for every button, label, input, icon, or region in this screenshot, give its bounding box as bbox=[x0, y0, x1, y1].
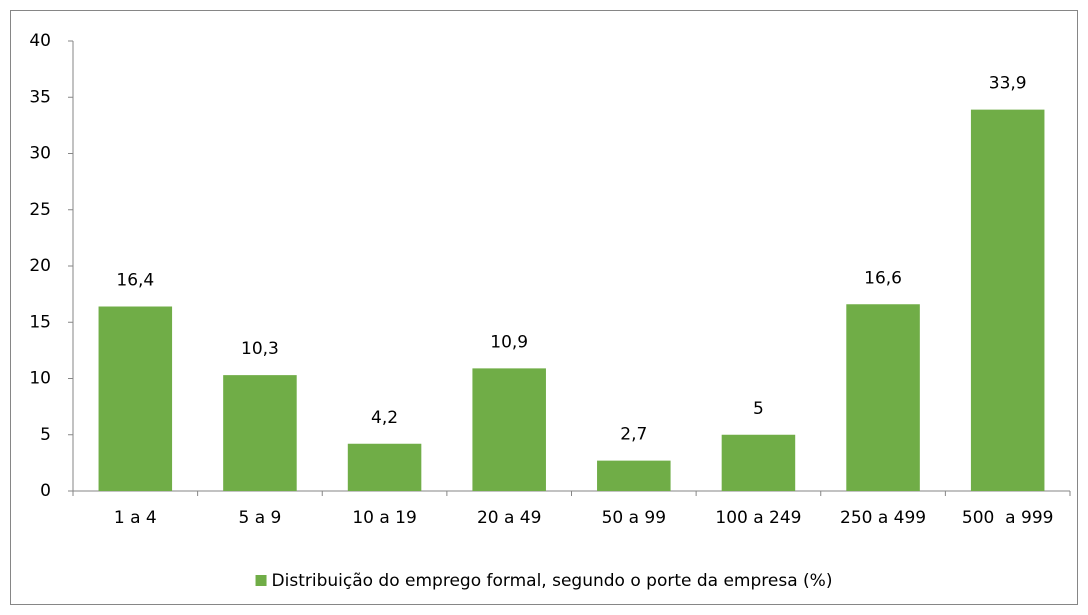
data-label: 33,9 bbox=[989, 74, 1027, 94]
y-tick-label: 35 bbox=[29, 87, 51, 107]
bar bbox=[347, 443, 422, 491]
legend-swatch bbox=[255, 575, 267, 586]
y-tick-label: 15 bbox=[29, 312, 51, 332]
legend-label: Distribuição do emprego formal, segundo … bbox=[272, 571, 833, 591]
data-label: 2,7 bbox=[620, 425, 647, 445]
x-tick-label: 20 a 49 bbox=[477, 508, 542, 528]
x-tick-label: 1 a 4 bbox=[114, 508, 157, 528]
y-tick-label: 20 bbox=[29, 256, 51, 276]
x-tick-label: 250 a 499 bbox=[840, 508, 926, 528]
data-label: 10,3 bbox=[241, 339, 279, 359]
y-tick-label: 5 bbox=[40, 425, 51, 445]
data-label: 4,2 bbox=[371, 408, 398, 428]
data-label: 5 bbox=[753, 399, 764, 419]
x-tick-label: 100 a 249 bbox=[715, 508, 801, 528]
x-tick-label: 500 a 999 bbox=[962, 508, 1054, 528]
bar bbox=[472, 368, 546, 491]
bar bbox=[721, 434, 796, 491]
data-label: 10,9 bbox=[490, 332, 528, 352]
x-tick-label: 10 a 19 bbox=[352, 508, 417, 528]
y-tick-label: 40 bbox=[29, 31, 51, 51]
bar bbox=[597, 460, 671, 491]
bar bbox=[98, 306, 173, 491]
y-tick-label: 0 bbox=[40, 481, 51, 501]
y-tick-label: 25 bbox=[29, 200, 51, 220]
bar bbox=[223, 375, 297, 491]
data-label: 16,6 bbox=[864, 268, 902, 288]
x-tick-label: 5 a 9 bbox=[239, 508, 282, 528]
data-label: 16,4 bbox=[116, 271, 154, 291]
bar bbox=[970, 109, 1045, 491]
y-tick-label: 30 bbox=[29, 144, 51, 164]
bar bbox=[846, 304, 920, 491]
y-tick-label: 10 bbox=[29, 369, 51, 389]
x-tick-label: 50 a 99 bbox=[602, 508, 667, 528]
